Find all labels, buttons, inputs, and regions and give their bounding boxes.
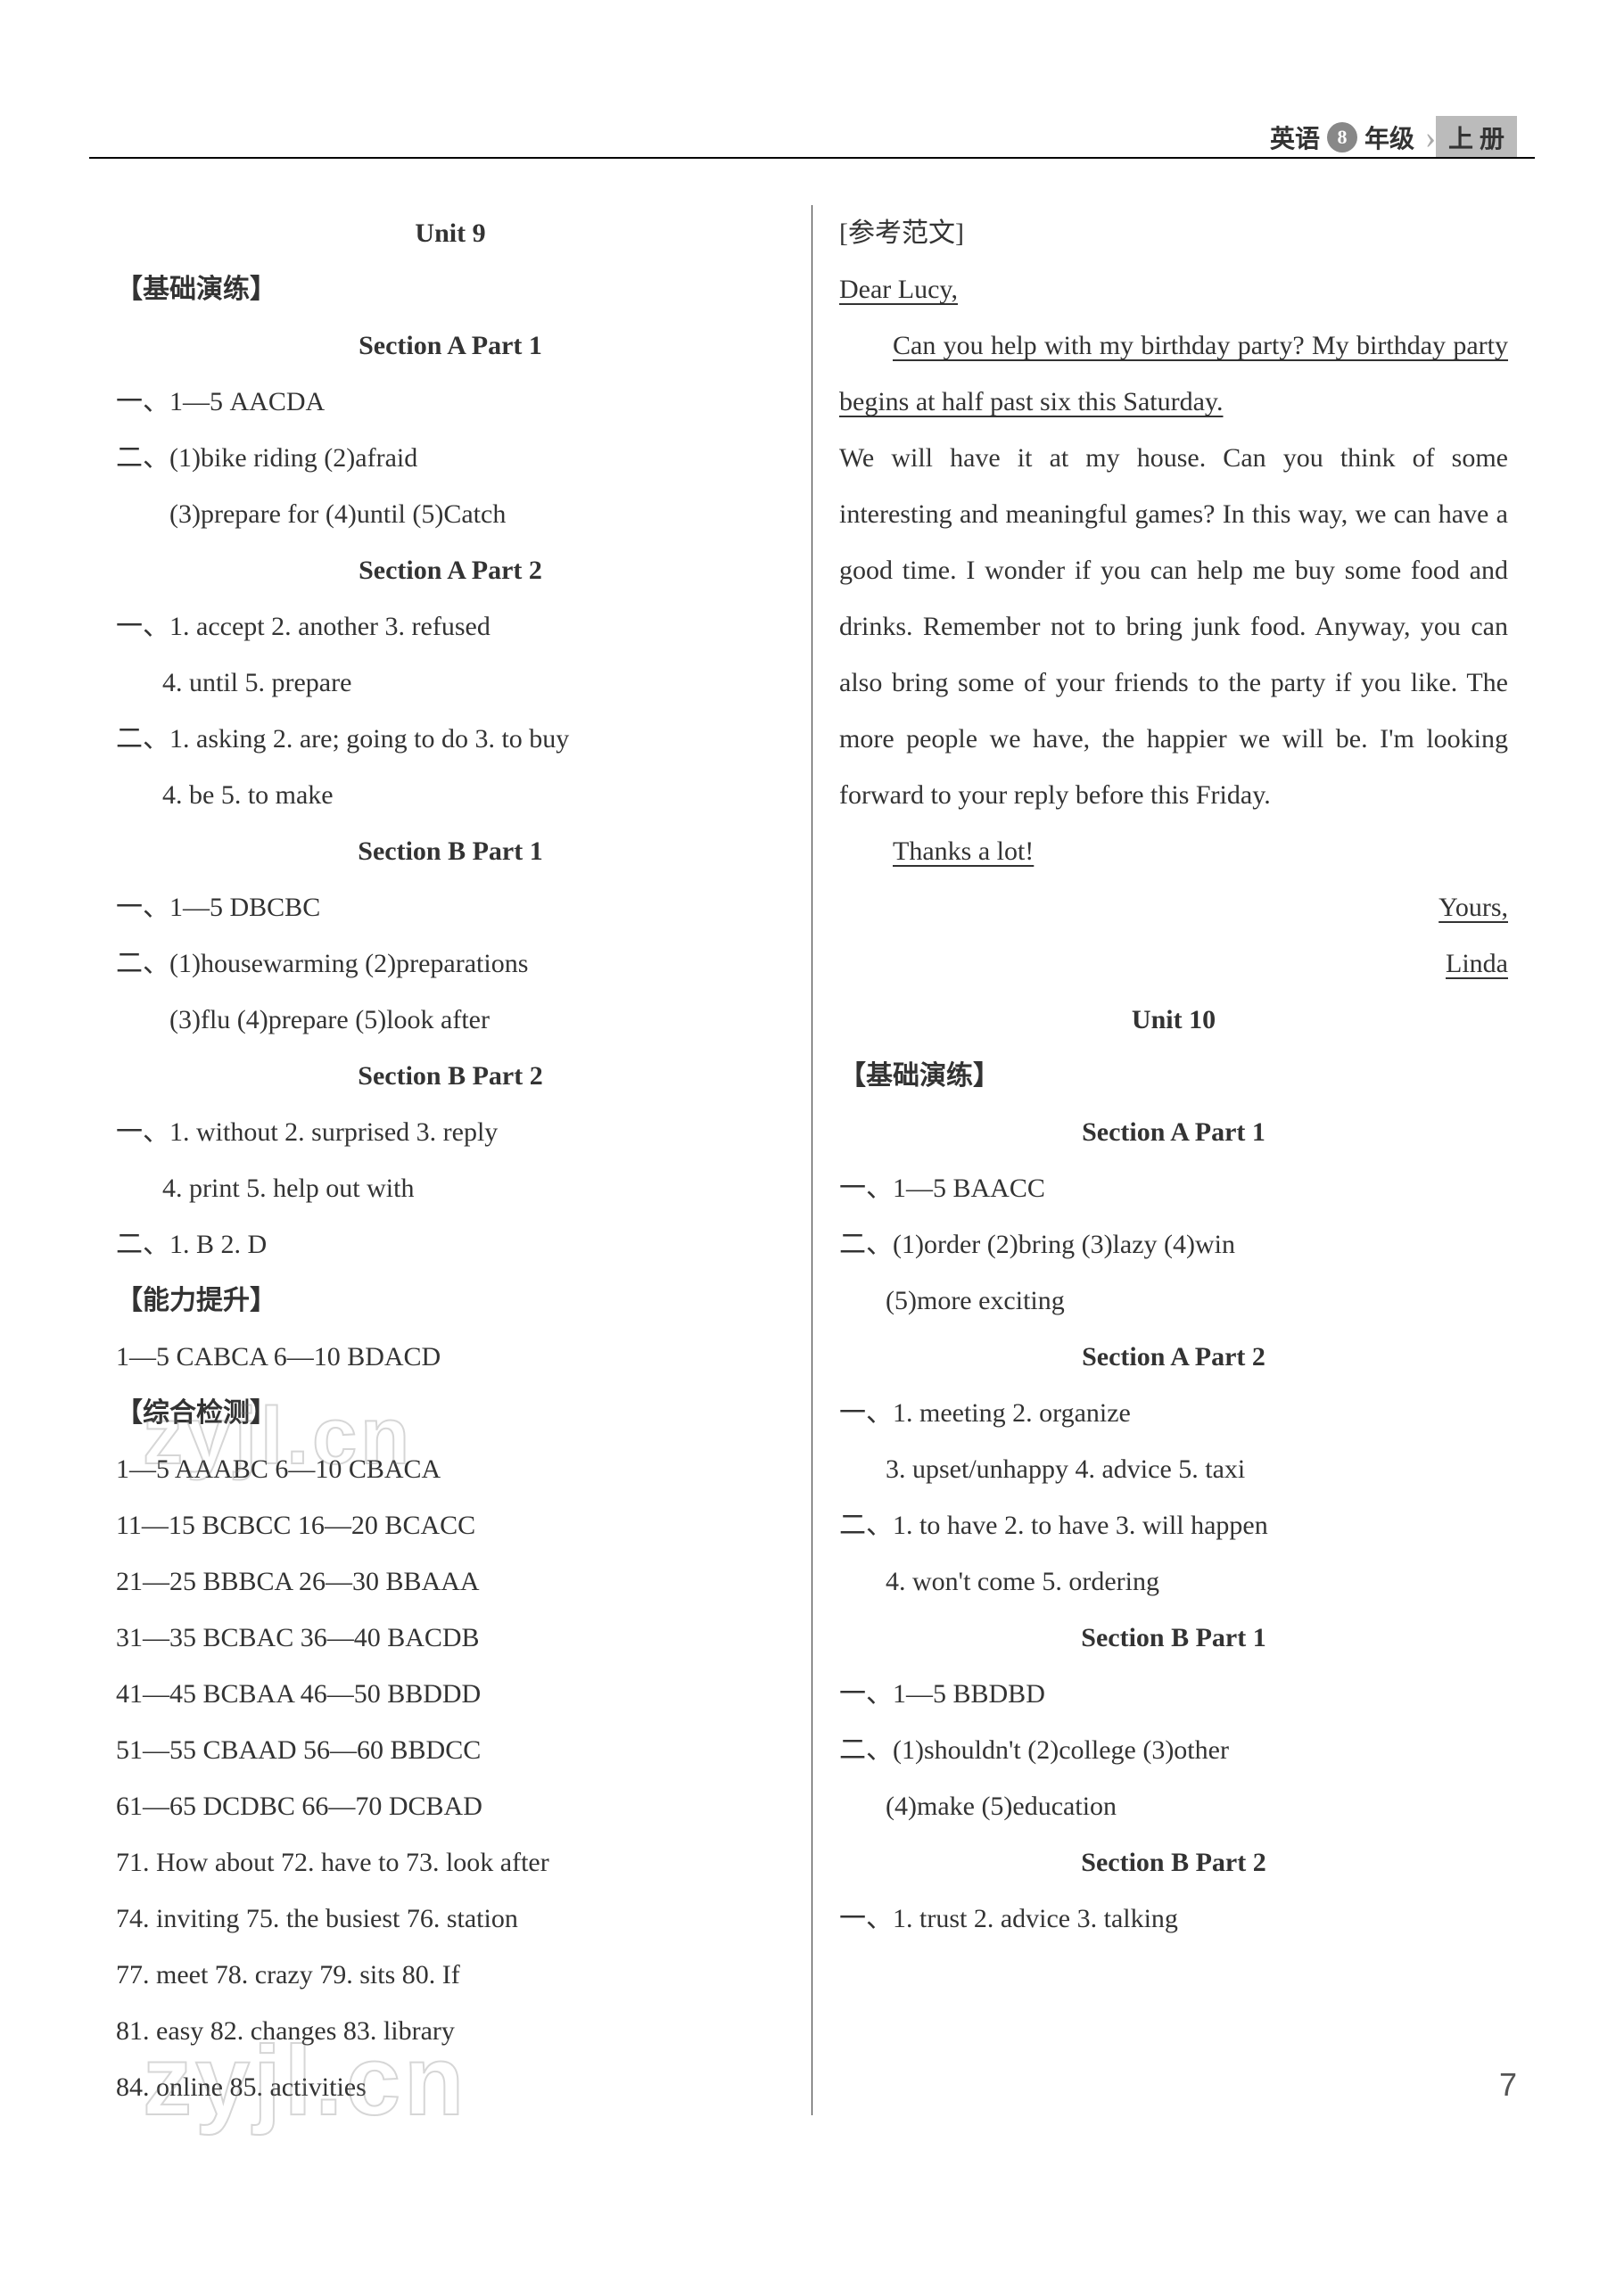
basic-practice-heading: 【基础演练】: [116, 261, 785, 317]
answer-line: 4. print 5. help out with: [116, 1160, 785, 1216]
basic-practice-heading: 【基础演练】: [839, 1048, 1508, 1104]
answer-line: (3)flu (4)prepare (5)look after: [116, 992, 785, 1048]
answer-line: 二、(1)bike riding (2)afraid: [116, 430, 785, 486]
answer-line: 1—5 AAABC 6—10 CBACA: [116, 1441, 785, 1497]
answer-line: 4. won't come 5. ordering: [839, 1553, 1508, 1610]
answer-line: 4. be 5. to make: [116, 767, 785, 823]
left-column: Unit 9 【基础演练】 Section A Part 1 一、1—5 AAC…: [116, 205, 812, 2115]
page-header: 英语 8 年级 ›› 上 册: [1270, 116, 1517, 159]
comprehensive-heading: 【综合检测】: [116, 1385, 785, 1441]
header-divider: [89, 157, 1535, 159]
header-volume: 上 册: [1436, 116, 1517, 159]
answer-line: 一、1. accept 2. another 3. refused: [116, 598, 785, 655]
answer-line: 41—45 BCBAA 46—50 BBDDD: [116, 1666, 785, 1722]
answer-line: 二、1. to have 2. to have 3. will happen: [839, 1497, 1508, 1553]
unit-title: Unit 9: [116, 205, 785, 261]
content-area: Unit 9 【基础演练】 Section A Part 1 一、1—5 AAC…: [116, 205, 1508, 2115]
section-b-part1: Section B Part 1: [839, 1610, 1508, 1666]
essay-body: Can you help with my birthday party? My …: [839, 317, 1508, 823]
answer-line: 一、1. trust 2. advice 3. talking: [839, 1891, 1508, 1947]
answer-line: 一、1—5 AACDA: [116, 374, 785, 430]
answer-line: 11—15 BCBCC 16—20 BCACC: [116, 1497, 785, 1553]
essay-yours: Yours,: [1439, 893, 1508, 922]
answer-line: 二、(1)shouldn't (2)college (3)other: [839, 1722, 1508, 1778]
header-grade-suffix: 年级: [1364, 119, 1414, 155]
essay-thanks: Thanks a lot!: [893, 836, 1034, 866]
answer-line: 84. online 85. activities: [116, 2059, 785, 2115]
answer-line: 二、(1)housewarming (2)preparations: [116, 935, 785, 992]
answer-line: 81. easy 82. changes 83. library: [116, 2003, 785, 2059]
page-number: 7: [1499, 2066, 1517, 2104]
answer-line: 71. How about 72. have to 73. look after: [116, 1834, 785, 1891]
answer-line: (5)more exciting: [839, 1273, 1508, 1329]
essay-signature: Linda: [1446, 949, 1508, 978]
answer-line: 3. upset/unhappy 4. advice 5. taxi: [839, 1441, 1508, 1497]
ability-heading: 【能力提升】: [116, 1273, 785, 1329]
section-a-part1: Section A Part 1: [116, 317, 785, 374]
answer-line: 二、1. asking 2. are; going to do 3. to bu…: [116, 711, 785, 767]
answer-line: 一、1—5 DBCBC: [116, 879, 785, 935]
answer-line: (4)make (5)education: [839, 1778, 1508, 1834]
essay-rest: We will have it at my house. Can you thi…: [839, 443, 1508, 810]
section-a-part2: Section A Part 2: [116, 542, 785, 598]
answer-line: 74. inviting 75. the busiest 76. station: [116, 1891, 785, 1947]
answer-line: 一、1—5 BBDBD: [839, 1666, 1508, 1722]
answer-line: 二、(1)order (2)bring (3)lazy (4)win: [839, 1216, 1508, 1273]
answer-line: 一、1—5 BAACC: [839, 1160, 1508, 1216]
section-b-part2: Section B Part 2: [116, 1048, 785, 1104]
right-column: [参考范文] Dear Lucy, Can you help with my b…: [812, 205, 1508, 2115]
section-a-part1: Section A Part 1: [839, 1104, 1508, 1160]
header-subject: 英语: [1270, 119, 1320, 155]
section-a-part2: Section A Part 2: [839, 1329, 1508, 1385]
answer-line: 4. until 5. prepare: [116, 655, 785, 711]
answer-line: 31—35 BCBAC 36—40 BACDB: [116, 1610, 785, 1666]
section-b-part1: Section B Part 1: [116, 823, 785, 879]
answer-line: 61—65 DCDBC 66—70 DCBAD: [116, 1778, 785, 1834]
answer-line: 77. meet 78. crazy 79. sits 80. If: [116, 1947, 785, 2003]
essay-greeting: Dear Lucy,: [839, 275, 958, 304]
answer-line: 21—25 BBBCA 26—30 BBAAA: [116, 1553, 785, 1610]
reference-text-label: [参考范文]: [839, 205, 1508, 261]
answer-line: 51—55 CBAAD 56—60 BBDCC: [116, 1722, 785, 1778]
unit-title: Unit 10: [839, 992, 1508, 1048]
essay-underlined: Can you help with my birthday party? My …: [839, 317, 1508, 430]
header-grade-number: 8: [1327, 122, 1357, 152]
section-b-part2: Section B Part 2: [839, 1834, 1508, 1891]
answer-line: 二、1. B 2. D: [116, 1216, 785, 1273]
answer-line: (3)prepare for (4)until (5)Catch: [116, 486, 785, 542]
answer-line: 一、1. meeting 2. organize: [839, 1385, 1508, 1441]
answer-line: 一、1. without 2. surprised 3. reply: [116, 1104, 785, 1160]
answer-line: 1—5 CABCA 6—10 BDACD: [116, 1329, 785, 1385]
